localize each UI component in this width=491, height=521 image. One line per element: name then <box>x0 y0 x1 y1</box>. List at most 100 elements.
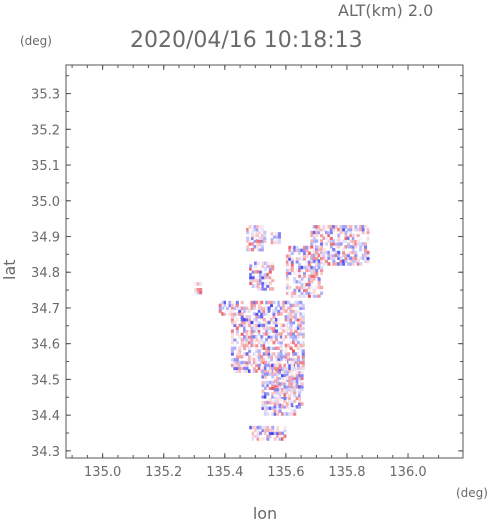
data-cell <box>349 247 353 252</box>
data-cell <box>294 343 298 348</box>
data-cell <box>342 247 346 252</box>
data-cell <box>268 397 272 402</box>
data-cell <box>251 270 255 274</box>
data-cell <box>277 357 281 362</box>
data-cell <box>255 352 259 356</box>
data-cell <box>364 245 368 249</box>
data-cell <box>287 355 291 359</box>
data-cell <box>307 265 311 270</box>
data-cell <box>262 306 266 310</box>
data-cell <box>291 352 296 356</box>
data-cell <box>310 256 314 260</box>
data-cell <box>268 400 272 405</box>
data-cell <box>354 227 358 232</box>
data-cell <box>243 309 247 313</box>
data-cell <box>265 306 269 310</box>
plot-frame <box>65 64 464 459</box>
data-cell <box>301 335 305 339</box>
data-cell <box>364 250 368 255</box>
data-cell <box>245 369 249 373</box>
data-cell <box>361 253 365 258</box>
data-cell <box>263 372 267 376</box>
data-cell <box>290 294 294 298</box>
data-cell <box>260 360 264 365</box>
data-cell <box>301 323 305 328</box>
data-cell <box>278 395 282 399</box>
data-cell <box>255 247 259 252</box>
data-cell <box>288 366 292 370</box>
data-cell <box>342 230 346 235</box>
data-cell <box>218 306 222 310</box>
data-cell <box>282 349 286 353</box>
data-cell <box>289 317 293 322</box>
data-cell <box>349 262 353 266</box>
data-cell <box>230 303 234 308</box>
data-cell <box>344 259 348 263</box>
data-cell <box>284 300 288 305</box>
data-cell <box>269 326 274 330</box>
data-cell <box>228 300 232 305</box>
data-cell <box>332 256 336 260</box>
data-cell <box>263 403 267 408</box>
data-cell <box>276 405 280 409</box>
data-cell <box>248 326 252 330</box>
data-cell <box>332 259 336 263</box>
data-cell <box>273 235 277 239</box>
data-cell <box>317 282 321 287</box>
data-cell <box>273 387 277 392</box>
data-cell <box>289 340 293 345</box>
data-cell <box>356 230 360 235</box>
data-cell <box>300 277 304 281</box>
data-cell <box>268 412 272 416</box>
data-cell <box>312 251 316 255</box>
data-cell <box>298 387 302 392</box>
data-cell <box>310 245 314 249</box>
data-cell <box>298 262 302 267</box>
data-cell <box>273 366 277 370</box>
data-cell <box>288 405 292 409</box>
data-cell <box>346 236 350 240</box>
data-cell <box>255 317 259 322</box>
data-cell <box>301 326 305 330</box>
data-cell <box>278 399 282 403</box>
data-cell <box>279 357 283 362</box>
data-cell <box>300 379 304 383</box>
data-cell <box>320 274 324 278</box>
data-cell <box>307 245 311 250</box>
data-cell <box>251 431 255 436</box>
data-cell <box>276 425 280 430</box>
data-cell <box>230 317 234 322</box>
data-cell <box>295 245 299 250</box>
data-cell <box>334 262 338 266</box>
data-cell <box>255 312 259 316</box>
data-cell <box>342 227 346 232</box>
data-cell <box>248 360 252 365</box>
data-cell <box>255 300 259 305</box>
data-cell <box>299 329 303 333</box>
data-cell <box>254 434 258 438</box>
data-cell <box>276 387 280 392</box>
data-cell <box>291 317 296 322</box>
data-cell <box>268 267 272 271</box>
data-cell <box>235 355 239 359</box>
data-cell <box>339 256 343 260</box>
data-cell <box>274 320 278 325</box>
data-cell <box>296 355 300 359</box>
data-cell <box>235 340 239 345</box>
data-cell <box>243 343 247 348</box>
data-cell <box>256 278 260 283</box>
data-cell <box>265 326 269 330</box>
data-cell <box>256 261 260 265</box>
data-cell <box>307 294 311 298</box>
data-cell <box>285 387 289 392</box>
data-cell <box>298 248 302 253</box>
data-cell <box>265 323 269 328</box>
data-cell <box>354 259 358 263</box>
data-cell <box>302 248 307 253</box>
data-cell <box>285 402 289 406</box>
data-cell <box>346 245 350 249</box>
data-cell <box>294 337 298 342</box>
data-cell <box>248 225 252 229</box>
y-tick-label: 34.9 <box>31 230 60 245</box>
data-cell <box>243 335 247 339</box>
